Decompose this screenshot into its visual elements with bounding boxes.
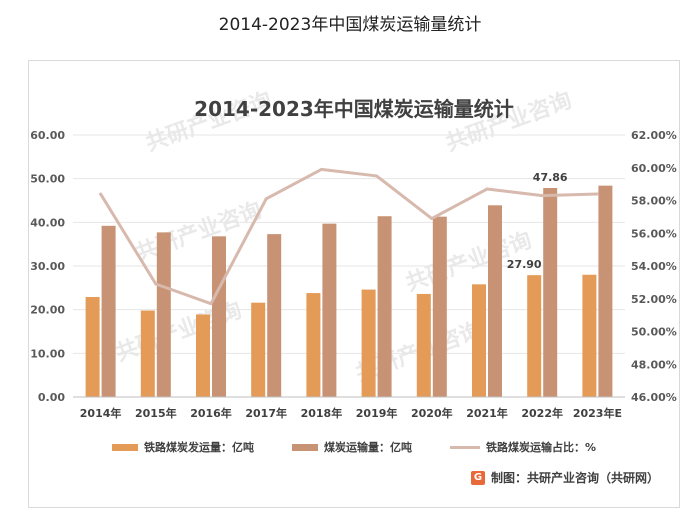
- bar-rail-shipment: [196, 314, 210, 397]
- bar-rail-shipment: [527, 275, 542, 397]
- point-rail-share: [154, 282, 158, 286]
- y-right-tick-label: 52.00%: [631, 293, 677, 306]
- y-left-tick-label: 50.00: [30, 173, 65, 186]
- point-rail-share: [540, 194, 544, 198]
- bar-rail-shipment: [140, 310, 155, 397]
- y-left-tick-label: 60.00: [30, 129, 65, 142]
- point-rail-share: [209, 302, 213, 306]
- data-label: 27.90: [507, 258, 542, 271]
- legend-label-rail-shipment: 铁路煤炭发运量：亿吨: [143, 441, 254, 454]
- y-right-tick-label: 48.00%: [631, 358, 677, 371]
- page-title: 2014-2023年中国煤炭运输量统计: [218, 15, 482, 35]
- y-left-tick-label: 30.00: [30, 260, 65, 273]
- x-tick-label: 2022年: [521, 406, 563, 420]
- legend: 铁路煤炭发运量：亿吨 煤炭运输量：亿吨 铁路煤炭运输占比：%: [29, 438, 679, 456]
- bar-rail-shipment: [251, 302, 266, 397]
- x-tick-label: 2021年: [466, 406, 508, 420]
- x-tick-label: 2019年: [356, 406, 398, 420]
- point-rail-share: [319, 167, 323, 171]
- line-rail-share: [99, 167, 598, 306]
- source-label: 制图：共研产业咨询（共研网）: [490, 471, 659, 485]
- y-right-tick-label: 58.00%: [631, 195, 677, 208]
- bar-coal-transport: [101, 225, 116, 397]
- legend-swatch-rail-share: [449, 445, 480, 449]
- legend-item-rail-share: 铁路煤炭运输占比：%: [449, 438, 597, 456]
- y-right-tick-label: 46.00%: [631, 391, 677, 404]
- y-left-tick-label: 40.00: [30, 216, 65, 229]
- legend-item-coal-transport: 煤炭运输量：亿吨: [291, 438, 412, 456]
- data-label: 47.86: [533, 171, 568, 184]
- x-tick-label: 2015年: [135, 406, 177, 420]
- bar-rail-shipment: [582, 274, 597, 397]
- y-right-tick-label: 54.00%: [631, 260, 677, 273]
- x-tick-label: 2018年: [301, 406, 343, 420]
- bar-coal-transport: [212, 236, 226, 397]
- y-right-tick-label: 56.00%: [631, 227, 677, 240]
- bar-coal-transport: [543, 188, 558, 397]
- point-rail-share: [485, 187, 489, 191]
- x-tick-label: 2016年: [190, 406, 232, 420]
- legend-label-coal-transport: 煤炭运输量：亿吨: [323, 441, 412, 454]
- legend-label-rail-share: 铁路煤炭运输占比：%: [485, 441, 597, 454]
- point-rail-share: [99, 192, 103, 196]
- bar-rail-shipment: [306, 293, 321, 397]
- y-right-tick-label: 50.00%: [631, 326, 677, 339]
- y-right-tick-label: 60.00%: [631, 162, 677, 175]
- bar-coal-transport: [377, 216, 392, 397]
- source-credit: G 制图：共研产业咨询（共研网）: [470, 469, 659, 486]
- bar-rail-shipment: [472, 284, 486, 397]
- chart-frame: 共研产业咨询共研产业咨询共研产业咨询共研产业咨询共研产业咨询共研产业咨询0.00…: [28, 60, 680, 508]
- bar-rail-shipment: [416, 293, 431, 397]
- legend-item-rail-shipment: 铁路煤炭发运量：亿吨: [111, 438, 254, 456]
- brand-logo-icon: G: [470, 470, 485, 485]
- y-left-tick-label: 10.00: [30, 347, 65, 360]
- bar-coal-transport: [488, 205, 502, 397]
- point-rail-share: [264, 197, 268, 201]
- point-rail-share: [595, 192, 599, 196]
- x-tick-label: 2017年: [245, 406, 287, 420]
- point-rail-share: [375, 174, 379, 178]
- bar-coal-transport: [432, 216, 447, 397]
- y-right-tick-label: 62.00%: [631, 129, 677, 142]
- x-tick-label: 2020年: [411, 406, 453, 420]
- chart-title: 2014-2023年中国煤炭运输量统计: [194, 97, 514, 121]
- x-tick-label: 2023年E: [573, 406, 622, 420]
- y-left-tick-label: 20.00: [30, 304, 65, 317]
- x-tick-label: 2014年: [80, 406, 122, 420]
- bar-coal-transport: [598, 185, 613, 397]
- y-left-tick-label: 0.00: [38, 391, 65, 404]
- bar-rail-shipment: [361, 289, 376, 397]
- bar-coal-transport: [267, 234, 282, 397]
- bar-coal-transport: [322, 223, 337, 397]
- watermark-text: 共研产业咨询: [132, 197, 265, 267]
- legend-swatch-coal-transport: [291, 443, 318, 451]
- bar-coal-transport: [156, 232, 171, 397]
- chart-svg: 共研产业咨询共研产业咨询共研产业咨询共研产业咨询共研产业咨询共研产业咨询0.00…: [30, 87, 677, 420]
- legend-swatch-rail-shipment: [111, 443, 138, 451]
- bar-rail-shipment: [85, 297, 100, 397]
- point-rail-share: [430, 217, 434, 221]
